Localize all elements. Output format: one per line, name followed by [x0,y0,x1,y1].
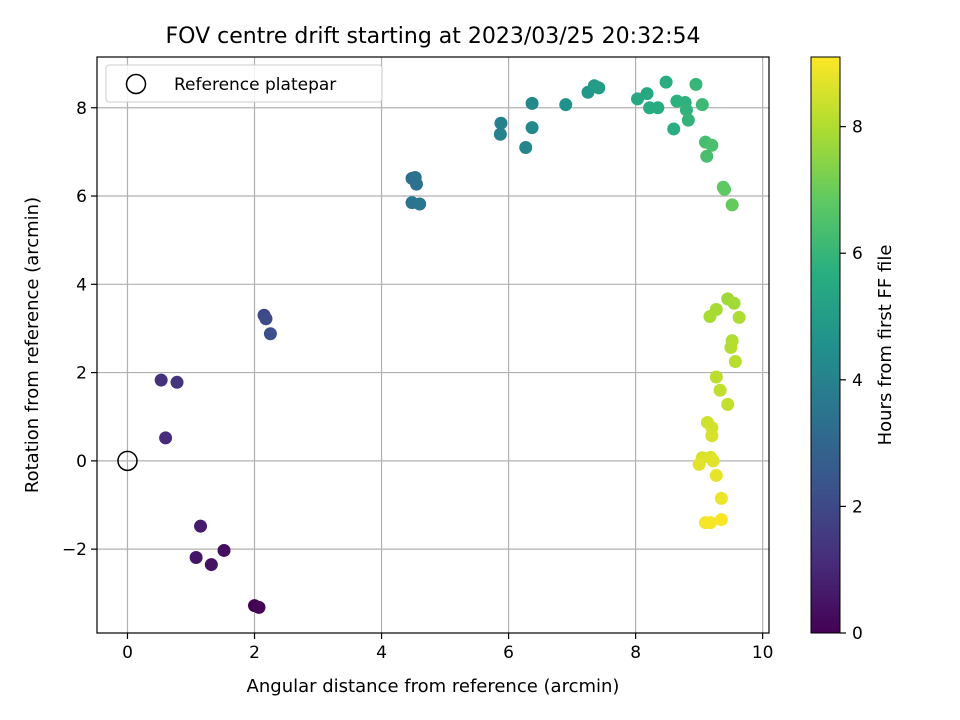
colorbar-tick-label: 0 [852,624,863,644]
data-point [651,101,665,115]
data-point [519,140,533,154]
data-point [493,127,507,141]
data-point [718,182,732,196]
colorbar-gradient [810,56,841,634]
data-points [117,75,746,614]
data-point [413,197,427,211]
x-tick-label: 8 [630,643,641,663]
x-tick-label: 4 [376,643,387,663]
data-point [695,98,709,112]
y-tick-label: 8 [76,99,87,119]
data-point [525,96,539,110]
data-point [217,543,231,557]
colorbar-tick-label: 4 [852,371,863,391]
x-axis-label: Angular distance from reference (arcmin) [247,676,620,697]
colorbar-tick-label: 2 [852,497,863,517]
x-axis-ticks: 0 2 4 6 8 10 [122,633,773,663]
x-tick-label: 0 [122,643,133,663]
data-point [725,198,739,212]
colorbar-ticks: 0 2 4 6 8 [840,118,863,644]
y-tick-label: 4 [76,275,87,295]
chart-title: FOV centre drift starting at 2023/03/25 … [166,24,701,49]
data-point [679,103,693,117]
data-point [703,310,717,324]
colorbar-tick-label: 6 [852,244,863,264]
data-point [154,373,168,387]
data-point [714,491,728,505]
data-point [494,116,508,130]
x-tick-label: 10 [752,643,774,663]
data-point [159,431,173,445]
y-axis-ticks: −2 0 2 4 6 8 [62,99,97,560]
data-point [252,600,266,614]
data-point [700,149,714,163]
y-tick-label: 6 [76,187,87,207]
data-point [705,138,719,152]
legend-marker-reference [125,73,147,95]
data-point [721,397,735,411]
data-point [189,551,203,565]
data-point [681,113,695,127]
legend-box [105,64,383,103]
data-point [728,355,742,369]
data-point [713,383,727,397]
y-tick-label: 0 [76,452,87,472]
data-point [259,312,273,326]
y-tick-label: 2 [76,364,87,384]
plot-frame [96,56,770,634]
colorbar-label: Hours from first FF file [875,245,896,446]
data-point [170,375,184,389]
data-point [706,454,720,468]
legend-entry-reference: Reference platepar [174,75,336,95]
colorbar-tick-label: 8 [852,118,863,138]
data-point [704,516,718,530]
grid-lines [97,57,769,633]
data-point [204,558,218,572]
data-point [727,296,741,310]
data-point [732,310,746,324]
data-point [263,327,277,341]
data-point [640,87,654,101]
data-point [559,98,573,112]
reference-point-marker [117,450,138,472]
data-point [592,81,606,95]
data-point [667,122,681,136]
x-tick-label: 2 [249,643,260,663]
data-point [409,177,423,191]
data-point [709,468,723,482]
data-point [659,75,673,89]
data-point [194,519,208,533]
data-point [692,457,706,471]
legend: Reference platepar [105,64,383,103]
data-point [689,77,703,91]
data-point [631,92,645,106]
y-axis-label: Rotation from reference (arcmin) [22,197,43,493]
data-point [525,121,539,135]
data-point [709,370,723,384]
data-point [724,340,738,354]
data-point [705,429,719,443]
colorbar: 0 2 4 6 8 Hours from first FF file [810,56,896,644]
data-point [714,513,728,527]
y-tick-label: −2 [62,540,87,560]
x-tick-label: 6 [503,643,514,663]
